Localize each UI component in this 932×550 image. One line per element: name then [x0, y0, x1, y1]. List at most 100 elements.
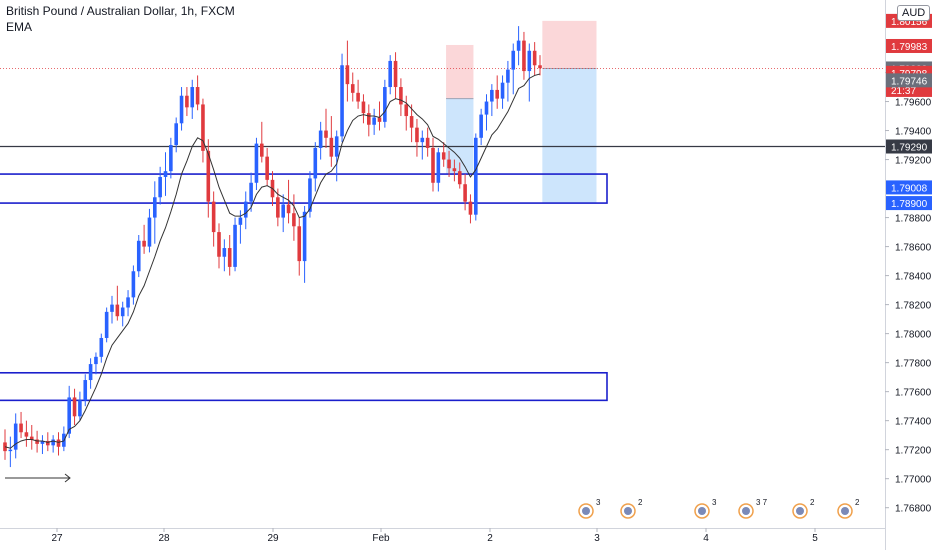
candle-body — [500, 82, 505, 99]
event-count: 2 — [855, 498, 860, 507]
symbol-title: British Pound / Australian Dollar, 1h, F… — [6, 4, 235, 18]
candle-body — [147, 217, 152, 247]
event-flag-core — [582, 507, 590, 515]
candle-body — [372, 117, 376, 125]
stop-zone-1 — [542, 20, 597, 69]
event-count: 3 — [596, 498, 601, 507]
candle-body — [452, 168, 457, 172]
candle-body — [532, 50, 537, 66]
event-flag-core — [698, 507, 706, 515]
candle-body — [399, 87, 403, 105]
candle-body — [158, 176, 162, 198]
candle-body — [179, 95, 184, 124]
time-tick-label: Feb — [372, 533, 390, 544]
candle-body — [302, 211, 307, 262]
price-label-text: 1.79290 — [891, 143, 928, 154]
price-tick-label: 1.77600 — [895, 388, 932, 399]
candle-body — [527, 50, 532, 72]
candle-body — [163, 171, 168, 177]
time-tick-label: 28 — [158, 533, 170, 544]
event-count: 2 — [638, 498, 643, 507]
candle-body — [115, 304, 120, 317]
time-tick-label: 29 — [267, 533, 279, 544]
price-tick-label: 1.76800 — [895, 504, 932, 515]
candle-body — [227, 248, 232, 267]
price-label-box — [886, 38, 932, 53]
candle-body — [377, 117, 382, 122]
price-tick-label: 1.78800 — [895, 214, 932, 225]
candle-body — [211, 201, 216, 233]
candle-body — [516, 40, 521, 51]
candle-body — [83, 380, 88, 401]
candle-body — [260, 143, 264, 157]
candle-body — [190, 87, 195, 108]
price-tick-label: 1.77800 — [895, 359, 932, 370]
candle-body — [206, 150, 211, 202]
candle-body — [345, 65, 350, 85]
support-zone-1 — [0, 371, 608, 402]
candle-body — [265, 156, 269, 180]
candle-body — [131, 271, 136, 298]
ema-indicator-label[interactable]: EMA — [6, 20, 33, 34]
price-tick-label: 1.77000 — [895, 475, 932, 486]
candle-body — [78, 400, 82, 417]
candle-body — [506, 69, 510, 83]
price-tick-label: 1.77200 — [895, 446, 932, 457]
candle-body — [436, 152, 441, 183]
event-flag-core — [841, 507, 849, 515]
candle-body — [126, 297, 130, 308]
event-flag-core — [796, 507, 804, 515]
price-label-box — [886, 180, 932, 195]
candle-body — [367, 113, 371, 125]
candle-body — [522, 40, 526, 72]
price-label-box — [886, 139, 932, 154]
candle-body — [169, 145, 173, 172]
price-tick-label: 1.78600 — [895, 243, 932, 254]
candle-body — [99, 337, 104, 357]
candle-body — [120, 307, 125, 317]
candle-body — [479, 114, 483, 138]
event-flag-core — [624, 507, 632, 515]
candle-body — [56, 439, 61, 447]
candle-body — [350, 84, 355, 93]
candle-body — [474, 137, 478, 215]
price-tick-label: 1.78000 — [895, 330, 932, 341]
candle-body — [35, 439, 39, 444]
time-tick-label: 2 — [487, 533, 493, 544]
candle-body — [297, 226, 302, 262]
candle-body — [286, 204, 291, 214]
candle-body — [292, 213, 296, 227]
support-zone-0 — [0, 173, 608, 204]
currency-button[interactable]: AUD — [897, 5, 931, 21]
candle-body — [495, 89, 499, 99]
candle-body — [254, 143, 259, 183]
candle-body — [409, 116, 414, 128]
candle-body — [484, 101, 489, 115]
candle-body — [19, 423, 23, 433]
candle-body — [13, 423, 18, 450]
price-tick-label: 1.77400 — [895, 417, 932, 428]
price-label-text: 1.80156 — [891, 17, 928, 28]
ema-line — [4, 73, 541, 449]
candle-body — [88, 364, 93, 381]
candle-body — [142, 240, 146, 247]
candle-body — [447, 159, 451, 169]
time-tick-label: 4 — [703, 533, 709, 544]
price-label-box — [886, 196, 932, 211]
candle-body — [329, 137, 334, 157]
candle-body — [46, 440, 50, 446]
candle-body — [441, 152, 446, 160]
candle-body — [8, 449, 13, 452]
candle-body — [388, 60, 392, 88]
candle-body — [415, 127, 419, 143]
stop-zone-0 — [446, 44, 474, 99]
candle-body — [356, 92, 360, 102]
price-label-box — [886, 73, 932, 88]
candle-body — [308, 178, 312, 212]
candle-body — [217, 232, 221, 257]
candle-body — [431, 147, 435, 183]
candle-body — [425, 137, 430, 148]
price-tick-label: 1.78200 — [895, 301, 932, 312]
